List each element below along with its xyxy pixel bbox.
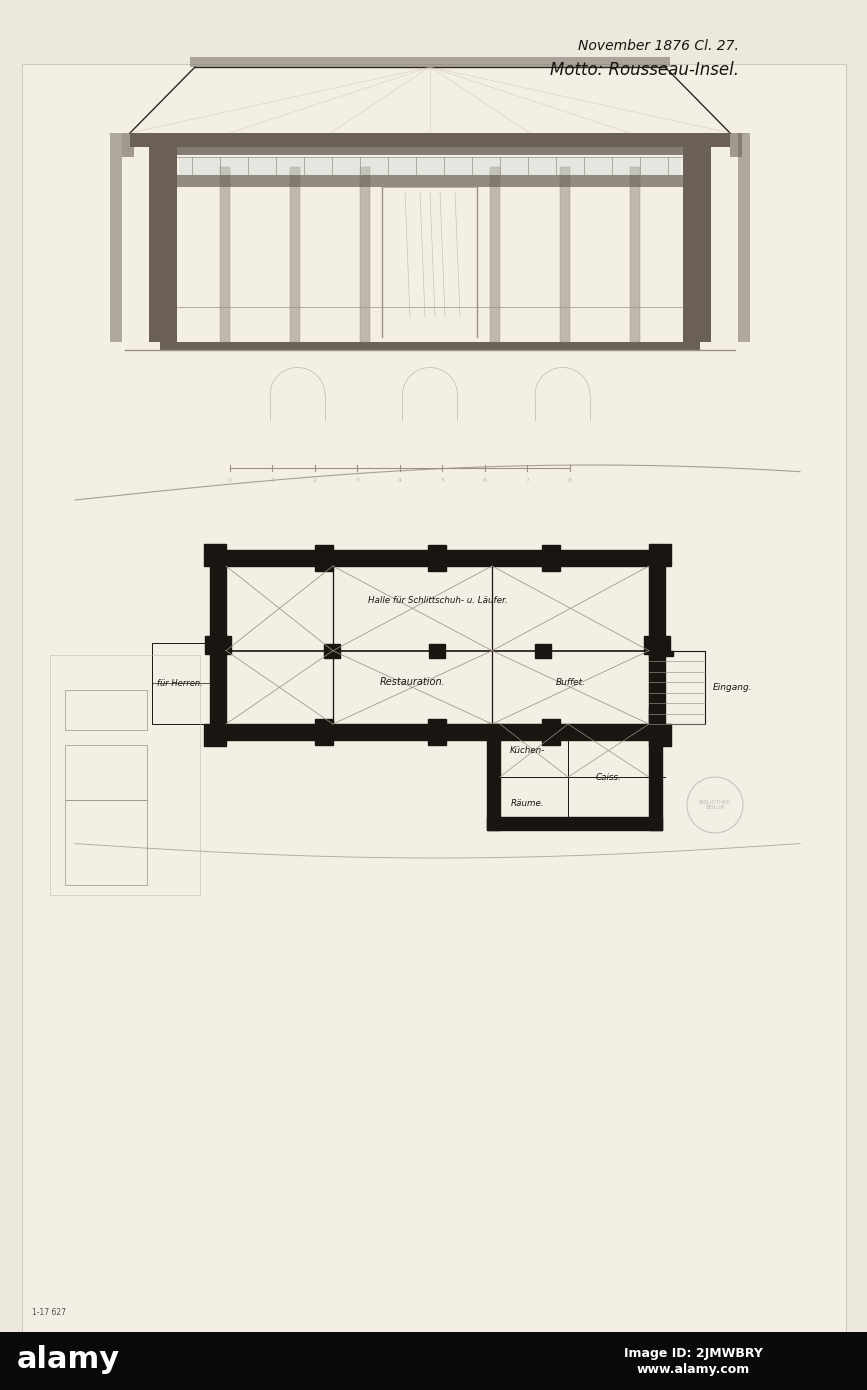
- Bar: [204, 724, 226, 746]
- Text: 2: 2: [313, 478, 317, 482]
- Bar: [649, 651, 673, 656]
- Text: Caiss.: Caiss.: [596, 773, 622, 781]
- Bar: [315, 719, 333, 745]
- Text: 3: 3: [355, 478, 360, 482]
- Text: 8: 8: [568, 478, 572, 482]
- Bar: [210, 724, 665, 739]
- Text: Buffet.: Buffet.: [556, 678, 585, 687]
- Bar: [122, 133, 134, 157]
- Bar: [542, 719, 560, 745]
- Text: Restauration.: Restauration.: [380, 677, 446, 687]
- Text: 6: 6: [483, 478, 487, 482]
- Bar: [535, 644, 551, 657]
- Bar: [323, 644, 340, 657]
- Bar: [542, 545, 560, 571]
- Bar: [649, 550, 665, 739]
- Bar: [730, 133, 742, 157]
- Bar: [487, 724, 500, 830]
- Text: 0: 0: [228, 478, 232, 482]
- Bar: [130, 133, 730, 147]
- Text: www.alamy.com: www.alamy.com: [636, 1364, 750, 1376]
- Text: BIBLIOTHEK
BERLIN: BIBLIOTHEK BERLIN: [699, 799, 731, 810]
- Bar: [65, 801, 147, 885]
- Text: 1: 1: [271, 478, 275, 482]
- Text: 1-17 627: 1-17 627: [32, 1308, 66, 1316]
- Bar: [428, 719, 447, 745]
- Bar: [50, 655, 200, 895]
- Text: Halle für Schlittschuh- u. Läufer.: Halle für Schlittschuh- u. Läufer.: [368, 596, 507, 605]
- Text: 7: 7: [525, 478, 530, 482]
- Bar: [683, 147, 711, 342]
- Text: Eingang.: Eingang.: [713, 682, 753, 692]
- Bar: [315, 545, 333, 571]
- Text: Küchen-: Küchen-: [510, 746, 545, 755]
- Text: Räume.: Räume.: [511, 799, 544, 808]
- Bar: [210, 550, 226, 739]
- Bar: [177, 175, 683, 188]
- Bar: [649, 651, 705, 724]
- Bar: [190, 57, 670, 67]
- Bar: [204, 543, 226, 566]
- Bar: [210, 550, 665, 566]
- Text: alamy: alamy: [16, 1346, 120, 1375]
- Text: Image ID: 2JMWBRY: Image ID: 2JMWBRY: [623, 1347, 762, 1359]
- Bar: [110, 133, 122, 342]
- Text: 4: 4: [398, 478, 402, 482]
- Bar: [172, 145, 688, 156]
- Bar: [179, 157, 681, 175]
- Bar: [205, 637, 231, 655]
- Bar: [649, 708, 662, 830]
- Bar: [738, 133, 750, 342]
- Text: Motto: Rousseau-Insel.: Motto: Rousseau-Insel.: [551, 61, 740, 79]
- Bar: [630, 167, 640, 342]
- Bar: [649, 543, 671, 566]
- Bar: [149, 147, 177, 342]
- Bar: [649, 724, 671, 746]
- Bar: [160, 342, 700, 350]
- Text: für Herren.: für Herren.: [157, 678, 203, 688]
- Bar: [428, 545, 447, 571]
- Bar: [0, 1332, 867, 1390]
- Bar: [429, 644, 446, 657]
- Bar: [65, 689, 147, 730]
- Bar: [560, 167, 570, 342]
- Bar: [360, 167, 370, 342]
- Text: November 1876 Cl. 27.: November 1876 Cl. 27.: [577, 39, 739, 53]
- Bar: [644, 637, 670, 655]
- Text: 5: 5: [440, 478, 445, 482]
- Bar: [487, 817, 662, 830]
- Bar: [152, 642, 210, 724]
- Bar: [65, 745, 147, 801]
- Bar: [220, 167, 230, 342]
- Bar: [490, 167, 500, 342]
- Bar: [290, 167, 300, 342]
